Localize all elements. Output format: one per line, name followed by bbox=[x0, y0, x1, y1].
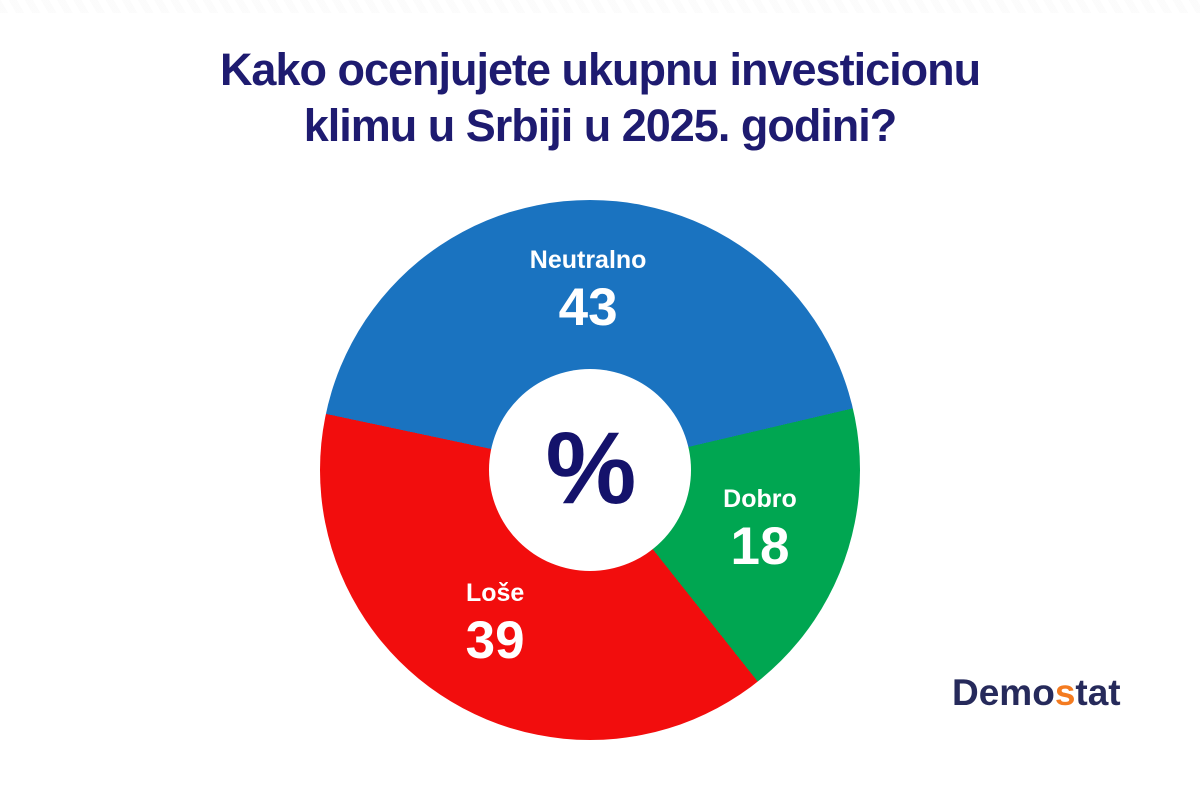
slice-name: Neutralno bbox=[529, 246, 647, 274]
donut-chart: % Neutralno 43 Dobro 18 Loše 39 bbox=[320, 200, 860, 740]
chart-title: Kako ocenjujete ukupnu investicionu klim… bbox=[0, 42, 1200, 154]
demostat-logo: Demostat bbox=[952, 672, 1121, 714]
slice-value: 18 bbox=[730, 517, 790, 577]
percent-symbol: % bbox=[545, 410, 637, 525]
logo-part-demo: Demo bbox=[952, 672, 1055, 713]
slice-label-neutralno: Neutralno 43 bbox=[530, 246, 647, 334]
slice-label-dobro: Dobro 18 bbox=[723, 485, 797, 573]
logo-accent-s: s bbox=[1054, 672, 1076, 713]
slice-value: 43 bbox=[558, 278, 618, 337]
top-edge-artifact bbox=[0, 0, 1200, 13]
slice-label-lose: Loše 39 bbox=[466, 579, 525, 667]
logo-part-tat: tat bbox=[1075, 672, 1121, 713]
slice-value: 39 bbox=[465, 610, 525, 670]
donut-center-hole: % bbox=[489, 369, 691, 571]
chart-title-line1: Kako ocenjujete ukupnu investicionu bbox=[219, 44, 981, 95]
chart-title-line2: klimu u Srbiji u 2025. godini? bbox=[303, 100, 898, 151]
slice-name: Loše bbox=[465, 578, 525, 607]
slice-name: Dobro bbox=[723, 485, 797, 514]
